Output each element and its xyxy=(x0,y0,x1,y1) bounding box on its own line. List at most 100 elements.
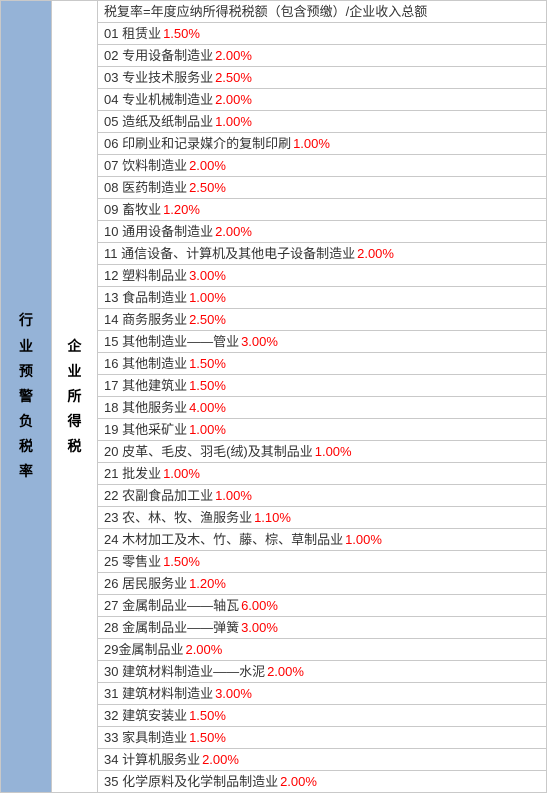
row-rate: 6.00% xyxy=(241,597,278,614)
table-row: 27 金属制品业——轴瓦 6.00% xyxy=(97,594,546,616)
row-rate: 1.50% xyxy=(189,355,226,372)
row-label: 17 其他建筑业 xyxy=(104,377,187,394)
row-label: 09 畜牧业 xyxy=(104,201,161,218)
row-rate: 3.00% xyxy=(189,267,226,284)
table-row: 20 皮革、毛皮、羽毛(绒)及其制品业 1.00% xyxy=(97,440,546,462)
row-label: 18 其他服务业 xyxy=(104,399,187,416)
row-label: 05 造纸及纸制品业 xyxy=(104,113,213,130)
row-rate: 1.10% xyxy=(254,509,291,526)
table-row: 13 食品制造业 1.00% xyxy=(97,286,546,308)
mid-header-char: 企 xyxy=(68,334,82,359)
row-label: 10 通用设备制造业 xyxy=(104,223,213,240)
row-label: 24 木材加工及木、竹、藤、棕、草制品业 xyxy=(104,531,343,548)
left-header-char: 业 xyxy=(19,334,33,359)
table-row: 02 专用设备制造业 2.00% xyxy=(97,44,546,66)
mid-header-char: 得 xyxy=(68,409,82,434)
row-label: 08 医药制造业 xyxy=(104,179,187,196)
row-rate: 2.50% xyxy=(215,69,252,86)
table-row: 07 饮料制造业 2.00% xyxy=(97,154,546,176)
row-rate: 1.50% xyxy=(163,553,200,570)
row-label: 32 建筑安装业 xyxy=(104,707,187,724)
left-header-char: 负 xyxy=(19,409,33,434)
row-rate: 2.50% xyxy=(189,179,226,196)
row-rate: 2.00% xyxy=(185,641,222,658)
left-header-char: 率 xyxy=(19,459,33,484)
table-row: 05 造纸及纸制品业 1.00% xyxy=(97,110,546,132)
row-rate: 1.00% xyxy=(163,465,200,482)
table-row: 32 建筑安装业 1.50% xyxy=(97,704,546,726)
table-row: 26 居民服务业 1.20% xyxy=(97,572,546,594)
row-rate: 3.00% xyxy=(215,685,252,702)
row-rate: 3.00% xyxy=(241,333,278,350)
row-label: 12 塑料制品业 xyxy=(104,267,187,284)
row-rate: 2.00% xyxy=(215,91,252,108)
mid-header-char: 所 xyxy=(68,384,82,409)
row-label: 29金属制品业 xyxy=(104,641,183,658)
row-rate: 1.00% xyxy=(189,421,226,438)
left-header-char: 预 xyxy=(19,359,33,384)
table-row: 18 其他服务业 4.00% xyxy=(97,396,546,418)
row-label: 25 零售业 xyxy=(104,553,161,570)
row-label: 14 商务服务业 xyxy=(104,311,187,328)
row-label: 23 农、林、牧、渔服务业 xyxy=(104,509,252,526)
row-rate: 1.50% xyxy=(189,729,226,746)
table-row: 21 批发业 1.00% xyxy=(97,462,546,484)
row-rate: 1.20% xyxy=(163,201,200,218)
table-row: 28 金属制品业——弹簧 3.00% xyxy=(97,616,546,638)
row-rate: 1.00% xyxy=(215,113,252,130)
table-row: 25 零售业 1.50% xyxy=(97,550,546,572)
table-row: 29金属制品业 2.00% xyxy=(97,638,546,660)
row-label: 30 建筑材料制造业——水泥 xyxy=(104,663,265,680)
table-row: 35 化学原料及化学制品制造业 2.00% xyxy=(97,770,546,793)
row-label: 31 建筑材料制造业 xyxy=(104,685,213,702)
left-header-char: 行 xyxy=(19,308,33,333)
table-row: 04 专业机械制造业 2.00% xyxy=(97,88,546,110)
row-label: 26 居民服务业 xyxy=(104,575,187,592)
row-label: 34 计算机服务业 xyxy=(104,751,200,768)
row-label: 03 专业技术服务业 xyxy=(104,69,213,86)
row-rate: 1.50% xyxy=(189,377,226,394)
table-row: 03 专业技术服务业 2.50% xyxy=(97,66,546,88)
row-rate: 2.00% xyxy=(357,245,394,262)
table-row: 01 租赁业 1.50% xyxy=(97,22,546,44)
row-label: 15 其他制造业——管业 xyxy=(104,333,239,350)
table-row: 33 家具制造业 1.50% xyxy=(97,726,546,748)
row-rate: 2.50% xyxy=(189,311,226,328)
row-label: 11 通信设备、计算机及其他电子设备制造业 xyxy=(104,245,355,262)
row-rate: 2.00% xyxy=(189,157,226,174)
left-header-char: 税 xyxy=(19,434,33,459)
left-header-char: 警 xyxy=(19,384,33,409)
table-row: 19 其他采矿业 1.00% xyxy=(97,418,546,440)
row-label: 33 家具制造业 xyxy=(104,729,187,746)
row-rate: 2.00% xyxy=(215,223,252,240)
table-row: 14 商务服务业 2.50% xyxy=(97,308,546,330)
table-row: 22 农副食品加工业 1.00% xyxy=(97,484,546,506)
row-rate: 4.00% xyxy=(189,399,226,416)
formula-row: 税复率=年度应纳所得税税额（包含预缴）/企业收入总额 xyxy=(97,0,546,22)
row-label: 20 皮革、毛皮、羽毛(绒)及其制品业 xyxy=(104,443,313,460)
row-label: 04 专业机械制造业 xyxy=(104,91,213,108)
row-label: 01 租赁业 xyxy=(104,25,161,42)
table-row: 06 印刷业和记录媒介的复制印刷 1.00% xyxy=(97,132,546,154)
formula-text: 税复率=年度应纳所得税税额（包含预缴）/企业收入总额 xyxy=(104,3,427,20)
table-row: 12 塑料制品业 3.00% xyxy=(97,264,546,286)
table-row: 23 农、林、牧、渔服务业 1.10% xyxy=(97,506,546,528)
data-column: 税复率=年度应纳所得税税额（包含预缴）/企业收入总额 01 租赁业 1.50%0… xyxy=(97,0,547,793)
row-rate: 2.00% xyxy=(215,47,252,64)
row-label: 06 印刷业和记录媒介的复制印刷 xyxy=(104,135,291,152)
row-label: 16 其他制造业 xyxy=(104,355,187,372)
row-rate: 2.00% xyxy=(267,663,304,680)
mid-header-char: 业 xyxy=(68,359,82,384)
row-label: 19 其他采矿业 xyxy=(104,421,187,438)
table-row: 15 其他制造业——管业 3.00% xyxy=(97,330,546,352)
mid-header-char: 税 xyxy=(68,434,82,459)
category-header-left: 行业预警负税率 xyxy=(0,0,52,793)
row-label: 07 饮料制造业 xyxy=(104,157,187,174)
table-row: 08 医药制造业 2.50% xyxy=(97,176,546,198)
table-row: 30 建筑材料制造业——水泥 2.00% xyxy=(97,660,546,682)
row-rate: 1.20% xyxy=(189,575,226,592)
table-row: 24 木材加工及木、竹、藤、棕、草制品业 1.00% xyxy=(97,528,546,550)
row-rate: 1.00% xyxy=(345,531,382,548)
row-label: 02 专用设备制造业 xyxy=(104,47,213,64)
table-row: 31 建筑材料制造业 3.00% xyxy=(97,682,546,704)
